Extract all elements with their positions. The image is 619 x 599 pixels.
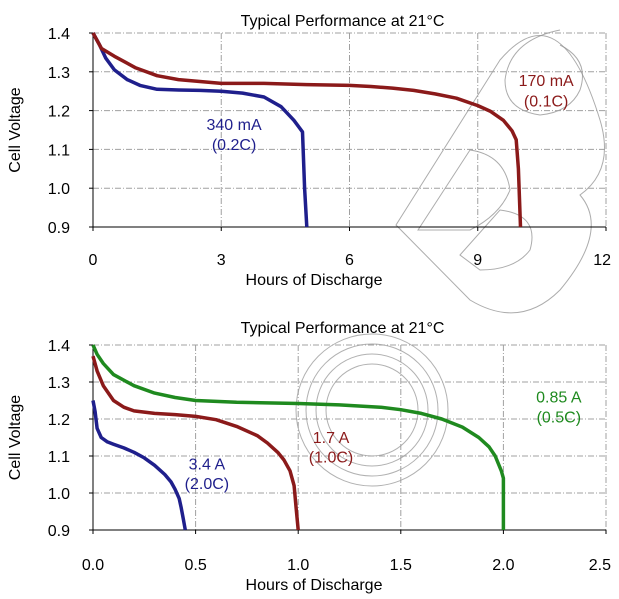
chart-bottom-2c-1c-0-5c: 0.9 1.0 1.1 1.2 1.3 1.4 0.0 0.5 1.0 1.5 2.0 2.5 Typi… (7, 320, 611, 594)
series-label: 1.7 A (313, 430, 350, 447)
series-line-2 (91, 344, 506, 530)
y-tick-label: 0.9 (48, 220, 70, 237)
plot-area (93, 345, 606, 530)
series-label: 0.85 A (536, 389, 582, 406)
y-tick-label: 1.0 (48, 181, 70, 198)
y-tick-label: 1.2 (48, 412, 70, 429)
series-label: (0.2C) (212, 137, 256, 154)
series-label: 3.4 A (189, 457, 226, 474)
x-tick-label: 2.5 (589, 557, 611, 574)
x-tick-label: 0.0 (82, 557, 104, 574)
series-label: (1.0C) (309, 449, 353, 466)
x-tick-label: 9 (473, 252, 482, 269)
y-tick-label: 1.2 (48, 104, 70, 121)
x-tick-label: 2.0 (492, 557, 514, 574)
y-tick-label: 1.4 (48, 26, 70, 43)
watermark-logo: B (295, 29, 605, 487)
chart-top-0-2c-0-1c: 0.9 1.0 1.1 1.2 1.3 1.4 0 3 6 9 12 Typical Performa… (7, 13, 611, 289)
series-line-1 (91, 355, 300, 531)
chart-title: Typical Performance at 21°C (241, 320, 445, 337)
x-tick-label: 1.0 (287, 557, 309, 574)
watermark-b-outline (395, 35, 605, 314)
y-axis-label: Cell Voltage (7, 395, 24, 480)
x-axis-label: Hours of Discharge (246, 272, 383, 289)
series-label: 340 mA (207, 117, 262, 134)
x-tick-label: 0 (89, 252, 98, 269)
watermark-swirl (504, 29, 583, 116)
y-tick-label: 1.1 (48, 142, 70, 159)
x-tick-label: 0.5 (184, 557, 206, 574)
y-tick-label: 1.4 (48, 338, 70, 355)
y-tick-label: 0.9 (48, 523, 70, 540)
y-tick-label: 1.3 (48, 65, 70, 82)
x-tick-label: 3 (217, 252, 226, 269)
series-label: (0.1C) (524, 93, 568, 110)
watermark-b-inner (417, 149, 533, 271)
series-label: 170 mA (519, 73, 574, 90)
series-line-0 (91, 32, 309, 228)
series-label: (2.0C) (185, 476, 229, 493)
series-line-1 (91, 32, 523, 228)
series-line-0 (91, 400, 188, 531)
chart-title: Typical Performance at 21°C (241, 13, 445, 30)
x-tick-label: 6 (345, 252, 354, 269)
watermark-circle (315, 353, 429, 467)
series-label: (0.5C) (537, 409, 581, 426)
x-axis-label: Hours of Discharge (246, 577, 383, 594)
x-tick-label: 12 (593, 252, 611, 269)
watermark-circle (305, 343, 439, 477)
x-tick-label: 1.5 (390, 557, 412, 574)
y-tick-label: 1.1 (48, 449, 70, 466)
y-tick-label: 1.0 (48, 486, 70, 503)
y-axis-label: Cell Voltage (7, 87, 24, 172)
watermark-circle (295, 333, 449, 487)
y-tick-label: 1.3 (48, 375, 70, 392)
